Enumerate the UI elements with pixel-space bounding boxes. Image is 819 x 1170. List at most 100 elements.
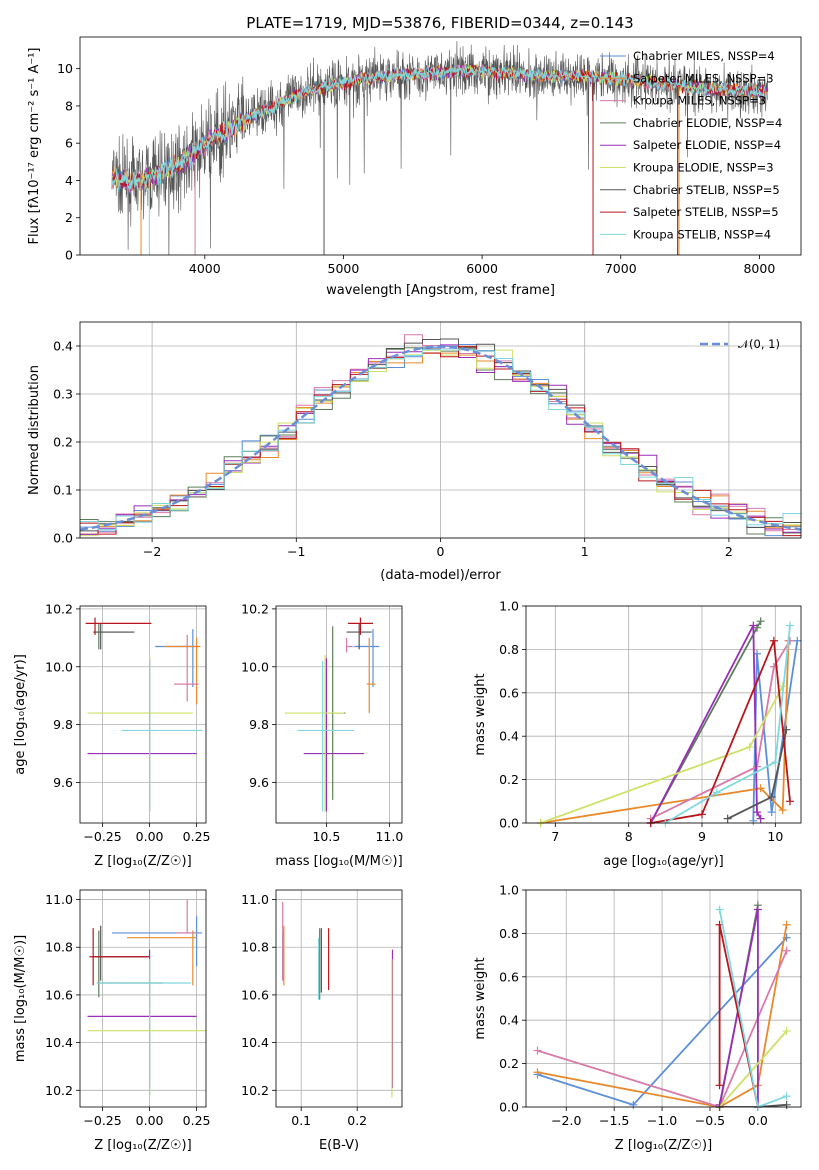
series-marker [769,636,778,645]
p_mass_z-axes [76,890,206,1111]
series-marker [749,621,758,630]
chart-title: PLATE=1719, MJD=53876, FIBERID=0344, z=0… [246,14,633,32]
y-tick-label: 4 [65,173,73,188]
y-tick-label: 11.0 [241,892,269,907]
y-tick-label: 9.6 [53,775,73,790]
legend-label: Chabrier MILES, NSSP=4 [633,49,775,63]
series-marker [778,805,787,814]
y-tick-label: 0.6 [499,969,519,984]
x-tick-label: 0.00 [136,1113,164,1128]
y-tick-label: 0.4 [499,1013,519,1028]
y-tick-label: 10.2 [241,1083,269,1098]
data-point [354,629,380,688]
y-tick-label: 0.2 [499,1056,519,1071]
plot-frame [79,36,802,256]
y-tick-label: 0.3 [53,387,73,402]
series-marker [786,636,794,645]
x-tick-label: 0.25 [183,1113,211,1128]
x-tick-label: −1 [287,544,305,559]
legend-label: Salpeter ELODIE, NSSP=4 [633,138,781,152]
gaussian-curve [80,345,801,531]
x-tick-label: 6000 [466,261,498,276]
data-point [89,928,150,986]
mass-weight-series [719,1103,787,1107]
y-tick-label: 10.6 [241,987,269,1002]
x-tick-label: −1.0 [647,1113,677,1128]
series-marker [533,1068,542,1077]
y-tick-label: 0.1 [53,483,73,498]
data-point [85,617,152,635]
legend-label: Salpeter MILES, NSSP=3 [633,71,774,85]
y-axis-label: mass [log₁₀(M/M☉)] [13,935,28,1062]
x-axis-label: mass [log₁₀(M/M☉)] [275,854,402,869]
p_mw_age-axes [522,605,801,827]
legend-label: 𝒩(0, 1) [738,337,780,351]
p_age_mass-axes [272,606,402,827]
y-axis-label: age [log₁₀(age/yr)] [13,654,28,775]
mass-weight-series [650,640,791,823]
data-point [87,658,197,812]
y-tick-label: 9.8 [249,717,269,732]
series-marker [786,621,794,630]
data-point [96,959,191,1096]
series-marker [767,792,776,801]
y-tick-label: 1.0 [499,883,519,898]
series-marker [715,905,724,914]
series-marker [756,784,765,793]
y-tick-label: 10.2 [45,601,73,616]
series-marker [753,905,762,914]
spectrum-series [111,62,769,193]
y-tick-label: 10 [57,61,73,76]
series-marker [786,797,794,806]
series-marker [753,808,761,817]
y-tick-label: 10.4 [241,1035,269,1050]
plot-frame [79,605,207,824]
x-tick-label: 0.2 [347,1113,367,1128]
plot-frame [79,889,207,1108]
y-tick-label: 10.0 [45,659,73,674]
data-point [121,660,203,812]
y-axis-label: Normed distribution [27,365,42,495]
y-tick-label: 9.6 [249,775,269,790]
mass-weight-series [718,1030,788,1107]
x-tick-label: −2 [143,544,161,559]
mass-weight-series [664,625,791,823]
y-tick-label: 8 [65,98,73,113]
y-axis-label: Flux [fλ10⁻¹⁷ erg cm⁻² s⁻¹ A⁻¹] [27,48,42,245]
y-tick-label: 0.8 [499,642,519,657]
legend-label: Kroupa STELIB, NSSP=4 [633,227,771,241]
data-point [96,930,163,998]
y-tick-label: 6 [65,136,73,151]
x-axis-label: (data-model)/error [380,568,501,583]
x-axis-label: Z [log₁₀(Z/Z☉)] [615,1138,712,1153]
series-marker [749,816,758,825]
mass-weight-series [537,924,788,1107]
plot-frame [275,605,403,824]
series-marker [782,920,791,929]
series-marker [698,810,706,819]
y-tick-label: 10.2 [45,1083,73,1098]
x-axis-label: Z [log₁₀(Z/Z☉)] [94,1138,191,1153]
data-point [345,637,353,653]
x-tick-label: 2 [725,544,733,559]
data-point [297,660,355,812]
x-tick-label: −0.5 [695,1113,725,1128]
p_mass_ebv-axes [272,890,402,1111]
y-tick-label: 0.4 [499,729,519,744]
x-tick-label: −1.5 [599,1113,629,1128]
series-marker [767,808,776,817]
series-marker [715,1081,724,1090]
legend-label: Kroupa MILES, NSSP=3 [633,94,766,108]
y-tick-label: 0 [65,248,73,263]
x-tick-label: 10 [767,829,783,844]
x-tick-label: 0.0 [748,1113,768,1128]
x-tick-label: 8 [625,829,633,844]
residual-histogram [80,348,801,531]
series-marker [533,1046,542,1055]
series-marker [771,758,780,767]
series-marker [782,946,791,955]
y-tick-label: 10.8 [45,940,73,955]
x-tick-label: 11.0 [375,829,403,844]
x-tick-label: 10.5 [312,829,340,844]
